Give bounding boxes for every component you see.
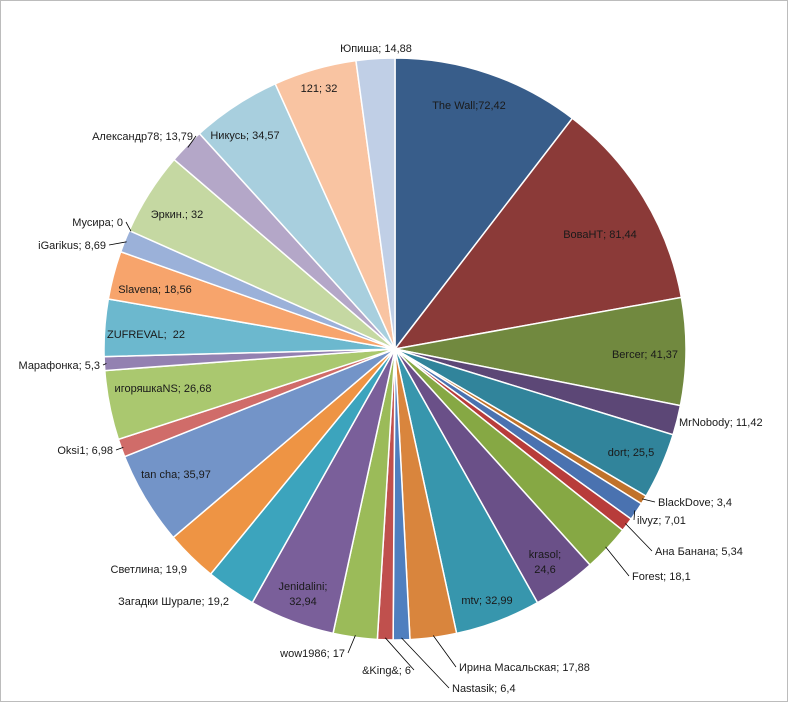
data-label-wow1986: wow1986; 17 xyxy=(279,648,345,660)
leader-line-wow1986 xyxy=(347,635,356,654)
data-label-юпиша: Юпиша; 14,88 xyxy=(340,43,412,55)
data-label-мусира: Мусира; 0 xyxy=(72,217,123,229)
leader-line-ана-банана xyxy=(625,523,653,552)
data-label-krasol: krasol; 24,6 xyxy=(529,549,561,576)
leader-line-мусира xyxy=(125,221,132,232)
data-label-igarikus: iGarikus; 8,69 xyxy=(38,240,106,252)
data-label-вовант: ВоваНТ; 81,44 xyxy=(563,229,637,241)
data-label-bercer: Bercer; 41,37 xyxy=(612,349,678,361)
pie-slice-вовант xyxy=(393,117,683,351)
pie-slice-the-wall xyxy=(394,57,574,352)
leader-line-марафонка xyxy=(102,363,107,366)
leader-line-forest xyxy=(605,546,630,577)
data-label-the-wall: The Wall;72,42 xyxy=(432,100,506,112)
data-label-светлина: Светлина; 19,9 xyxy=(111,564,188,576)
data-label-загадки-шурале: Загадки Шурале; 19,2 xyxy=(118,596,229,608)
data-label-zufreval: ZUFREVAL; 22 xyxy=(107,329,185,341)
data-label-slavena: Slavena; 18,56 xyxy=(118,284,191,296)
data-label-эркин: Эркин.; 32 xyxy=(151,209,203,221)
leader-lines-layer xyxy=(102,135,656,689)
data-label-jenidalini: Jenidalini; 32,94 xyxy=(279,581,328,608)
slices-layer xyxy=(103,57,687,641)
data-label-никусь: Никусь; 34,57 xyxy=(210,130,279,142)
leader-line-king xyxy=(385,637,415,671)
data-label-dort: dort; 25,5 xyxy=(608,447,654,459)
data-labels-layer: The Wall;72,42 ВоваНТ; 81,44 Bercer; 41,37… xyxy=(19,43,763,695)
data-label-oksi1: Oksi1; 6,98 xyxy=(57,445,113,457)
data-label-blackdove: BlackDove; 3,4 xyxy=(658,497,732,509)
data-label-mtv: mtv; 32,99 xyxy=(461,595,512,607)
data-label-ана-банана: Ана Банана; 5,34 xyxy=(655,546,743,558)
leader-line-ilvyz xyxy=(633,510,636,521)
leader-line-ирина-масальская xyxy=(432,635,457,668)
data-label-ирина-масальская: Ирина Масальская; 17,88 xyxy=(459,662,590,674)
data-label-forest: Forest; 18,1 xyxy=(632,571,691,583)
data-label-tan-cha: tan cha; 35,97 xyxy=(141,469,211,481)
data-label-mrnobody: MrNobody; 11,42 xyxy=(679,417,763,429)
leader-line-blackdove xyxy=(642,498,656,503)
leader-line-oksi1 xyxy=(115,447,124,451)
data-label-king: &King&; 6 xyxy=(362,665,411,677)
data-label-марафонка: Марафонка; 5,3 xyxy=(19,360,100,372)
leader-line-nastasik xyxy=(401,637,450,689)
data-label-александр78: Александр78; 13,79 xyxy=(92,131,193,143)
data-label-121: 121; 32 xyxy=(301,83,338,95)
pie-slice-юпиша xyxy=(355,57,396,350)
data-label-ilvyz: ilvyz; 7,01 xyxy=(637,515,686,527)
data-label-nastasik: Nastasik; 6,4 xyxy=(452,683,516,695)
leader-line-igarikus xyxy=(108,241,127,246)
leader-line-александр78 xyxy=(187,135,197,148)
data-label-игоряшкаns: игоряшкаNS; 26,68 xyxy=(115,383,212,395)
